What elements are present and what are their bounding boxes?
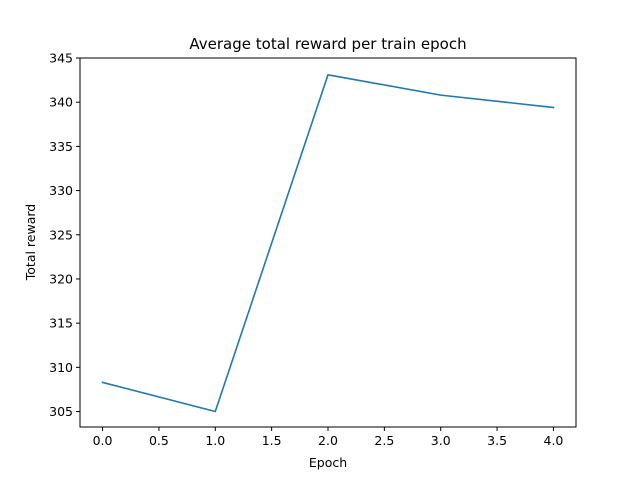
plot-area: 0.0 0.5 1.0 1.5 2.0 2.5 3.0 3.5 4.0 305 310 315 320… [49, 51, 577, 448]
x-tick-label: 0.5 [149, 433, 169, 448]
x-tick-label: 2.5 [374, 433, 394, 448]
x-tick-label: 3.0 [431, 433, 451, 448]
y-tick-label: 345 [49, 51, 73, 66]
y-axis-ticks: 305 310 315 320 325 330 335 340 345 [49, 51, 80, 419]
y-tick-label: 305 [49, 404, 73, 419]
x-tick-label: 2.0 [318, 433, 338, 448]
y-tick-label: 330 [49, 183, 73, 198]
y-tick-label: 335 [49, 139, 73, 154]
y-tick-label: 315 [49, 316, 73, 331]
series-layer [101, 73, 555, 413]
x-tick-label: 3.5 [487, 433, 507, 448]
y-axis-title: Total reward [23, 204, 38, 281]
x-tick-label: 0.0 [93, 433, 113, 448]
x-axis-ticks: 0.0 0.5 1.0 1.5 2.0 2.5 3.0 3.5 4.0 [93, 427, 564, 448]
x-axis-title: Epoch [309, 455, 347, 470]
y-tick-label: 325 [49, 227, 73, 242]
y-tick-label: 340 [49, 95, 73, 110]
x-tick-label: 1.5 [262, 433, 282, 448]
y-tick-label: 320 [49, 271, 73, 286]
chart-title: Average total reward per train epoch [189, 35, 466, 53]
x-tick-label: 4.0 [544, 433, 564, 448]
y-tick-label: 310 [49, 360, 73, 375]
x-tick-label: 1.0 [205, 433, 225, 448]
